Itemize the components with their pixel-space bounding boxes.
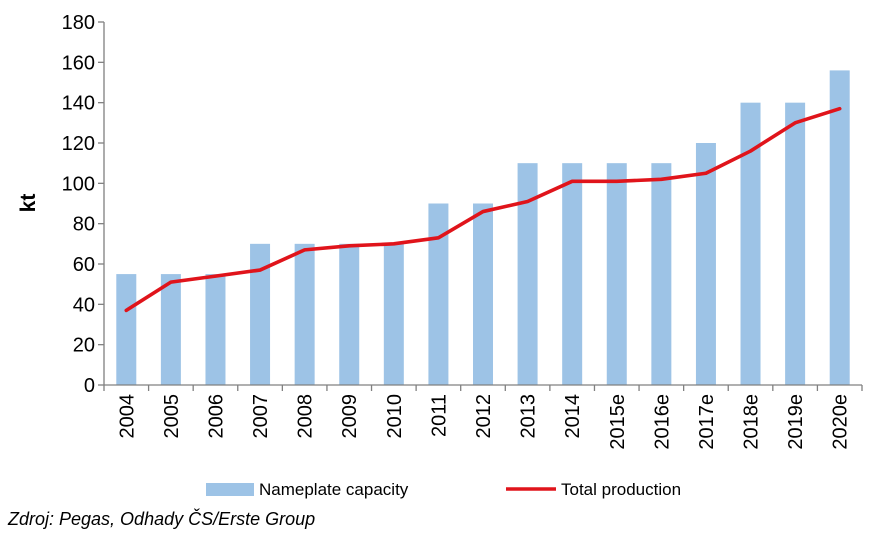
y-axis: 0 20 40 60 80 100 120 140 160 180: [62, 12, 105, 397]
line-point-2015e: [615, 179, 619, 183]
x-tick-label: 2018e: [741, 394, 763, 450]
source-note: Zdroj: Pegas, Odhady ČS/Erste Group: [8, 509, 316, 529]
bar-2013: [517, 163, 538, 385]
bar-2007: [250, 243, 271, 385]
line-point-2005: [169, 280, 173, 284]
bar-2008: [294, 243, 315, 385]
line-point-2018e: [749, 149, 753, 153]
x-tick-label: 2007: [250, 394, 272, 439]
x-tick-label: 2010: [384, 394, 406, 439]
bar-2019e: [785, 102, 806, 386]
line-point-2014: [570, 179, 574, 183]
line-point-2016e: [659, 177, 663, 181]
x-tick-label: 2016e: [651, 394, 673, 450]
x-axis: 2004 2005 2006 2007 2008 2009 2010 2011 2012 2013…: [103, 384, 863, 450]
legend-label-total-production: Total production: [561, 480, 681, 499]
bar-2011: [428, 203, 449, 385]
bars-nameplate-capacity: [116, 70, 850, 386]
y-tick-label: 60: [73, 254, 95, 276]
legend-label-nameplate-capacity: Nameplate capacity: [259, 480, 409, 499]
line-point-2013: [526, 199, 530, 203]
bar-2012: [473, 203, 493, 385]
x-tick-label: 2004: [116, 394, 138, 439]
y-tick-label: 180: [62, 12, 95, 34]
x-tick-label: 2012: [473, 394, 495, 439]
y-tick-label: 100: [62, 173, 95, 195]
bar-2005: [160, 274, 181, 385]
line-total-production: [124, 106, 842, 313]
bar-2015e: [606, 163, 627, 385]
bar-2016e: [651, 163, 672, 385]
bar-2006: [205, 274, 226, 385]
line-point-2011: [436, 236, 440, 240]
y-tick-label: 40: [73, 294, 95, 316]
line-point-2012: [481, 210, 485, 214]
line-point-2020e: [838, 107, 842, 111]
x-tick-label: 2015e: [607, 394, 629, 450]
x-tick-label: 2020e: [830, 394, 852, 450]
bar-2018e: [740, 102, 761, 386]
y-tick-label: 140: [62, 93, 95, 115]
line-point-2019e: [793, 121, 797, 125]
line-point-2010: [392, 242, 396, 246]
line-point-2006: [213, 274, 217, 278]
y-tick-label: 120: [62, 133, 95, 155]
bar-2017e: [695, 143, 716, 385]
line-point-2009: [347, 244, 351, 248]
y-tick-label: 160: [62, 52, 95, 74]
line-point-2007: [258, 268, 262, 272]
bar-2004: [116, 274, 137, 385]
line-point-2008: [303, 248, 307, 252]
y-tick-label: 20: [73, 335, 95, 357]
legend-swatch-nameplate-capacity: [206, 483, 254, 496]
x-tick-label: 2014: [562, 394, 584, 439]
line-point-2017e: [704, 171, 708, 175]
y-tick-label: 0: [84, 375, 95, 397]
bar-2020e: [829, 70, 850, 386]
bar-2010: [383, 243, 404, 385]
legend: Nameplate capacity Total production: [206, 480, 681, 499]
x-tick-label: 2017e: [696, 394, 718, 450]
x-tick-label: 2009: [339, 394, 361, 439]
x-tick-label: 2005: [161, 394, 183, 439]
x-tick-label: 2006: [205, 394, 227, 439]
y-tick-label: 80: [73, 214, 95, 236]
bar-2014: [562, 163, 583, 385]
y-axis-title: kt: [17, 194, 40, 213]
x-tick-label: 2013: [518, 394, 540, 439]
line-point-2004: [124, 308, 128, 312]
bar-2009: [339, 243, 360, 385]
x-tick-label: 2008: [295, 394, 317, 439]
x-tick-label: 2011: [428, 394, 450, 437]
x-tick-label: 2019e: [785, 394, 807, 450]
